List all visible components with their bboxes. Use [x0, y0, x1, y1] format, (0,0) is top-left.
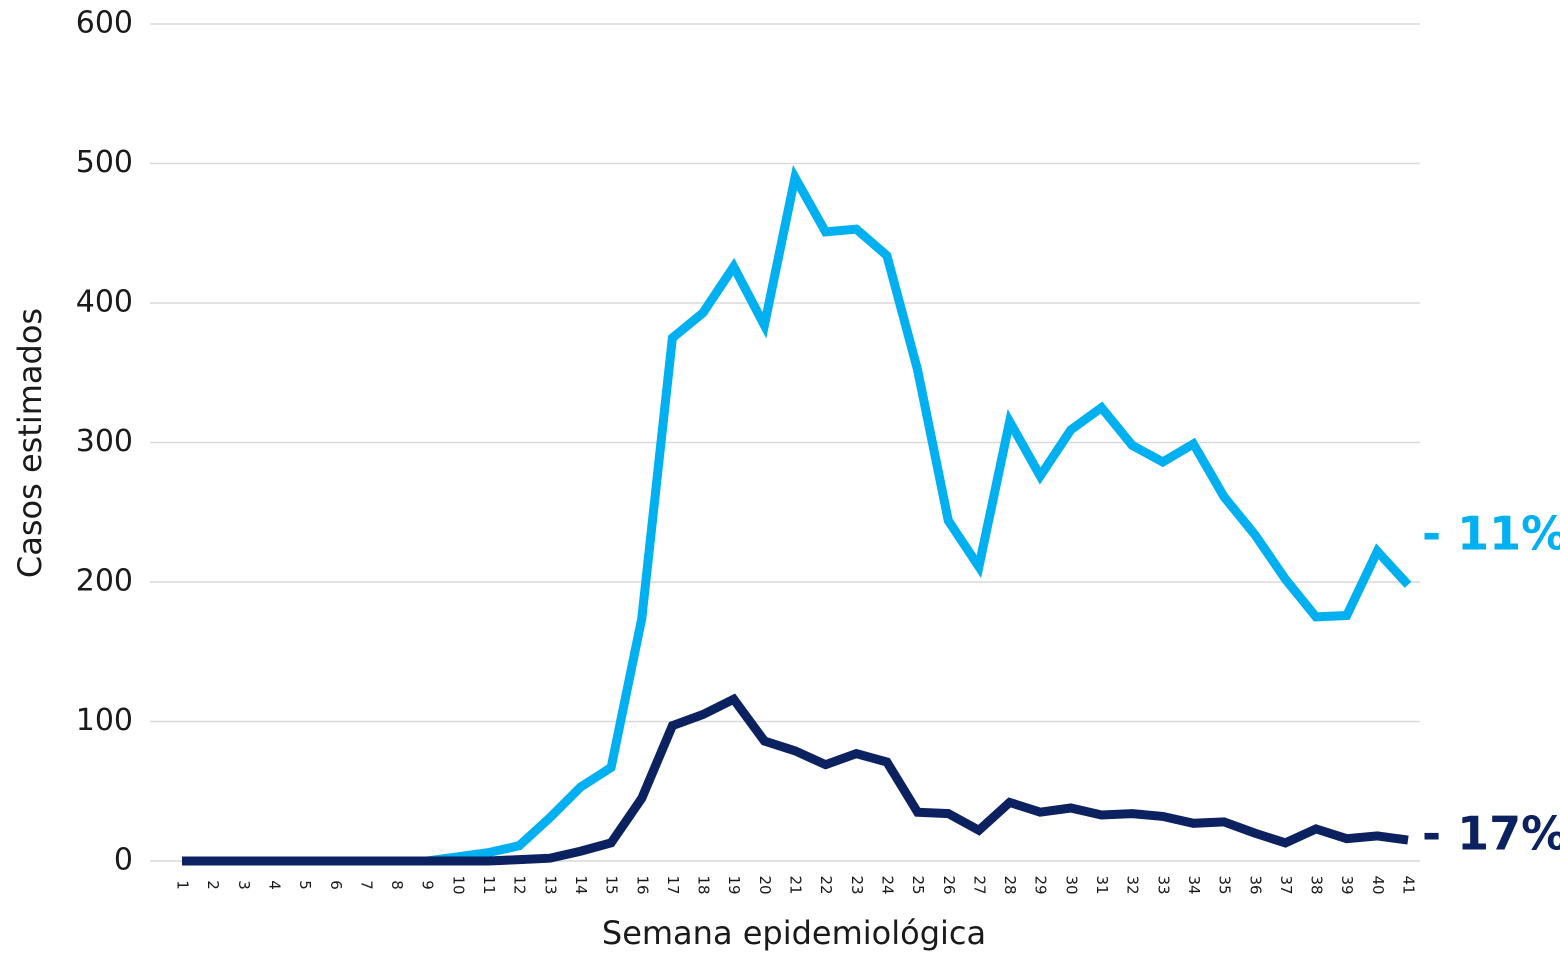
- x-tick-label: 36: [1246, 875, 1264, 894]
- x-tick-label: 34: [1185, 875, 1203, 894]
- x-tick-label: 4: [265, 880, 283, 890]
- series-line: [182, 164, 1412, 866]
- x-tick-label: 18: [695, 875, 713, 894]
- x-tick-label: 29: [1032, 875, 1050, 894]
- y-tick-label: 500: [76, 145, 133, 180]
- x-tick-label: 10: [449, 875, 467, 894]
- x-tick-label: 11: [480, 875, 498, 894]
- x-tick-label: 20: [756, 875, 774, 894]
- y-tick-label: 100: [76, 703, 133, 738]
- x-tick-label: 33: [1154, 875, 1172, 894]
- x-tick-label: 32: [1124, 875, 1142, 894]
- x-tick-label: 3: [235, 880, 253, 890]
- x-tick-label: 21: [787, 875, 805, 894]
- x-tick-label: 19: [725, 875, 743, 894]
- x-tick-label: 15: [603, 875, 621, 894]
- x-tick-label: 2: [204, 880, 222, 890]
- x-tick-label: 14: [572, 875, 590, 894]
- series-end-label: - 17%: [1422, 807, 1560, 861]
- x-tick-label: 28: [1001, 875, 1019, 894]
- x-tick-label: 41: [1400, 875, 1418, 894]
- x-tick-label: 13: [541, 875, 559, 894]
- x-tick-label: 30: [1062, 875, 1080, 894]
- x-tick-label: 5: [296, 880, 314, 890]
- x-tick-label: 6: [327, 880, 345, 890]
- y-tick-label: 600: [76, 6, 133, 41]
- x-tick-label: 16: [633, 875, 651, 894]
- y-tick-label: 0: [114, 843, 133, 878]
- y-tick-label: 300: [76, 424, 133, 459]
- x-tick-label: 8: [388, 880, 406, 890]
- x-tick-label: 37: [1277, 875, 1295, 894]
- x-tick-label: 26: [940, 875, 958, 894]
- x-axis-title: Semana epidemiológica: [602, 914, 986, 952]
- y-tick-label: 400: [76, 285, 133, 320]
- x-tick-label: 12: [511, 875, 529, 894]
- x-tick-label: 38: [1308, 875, 1326, 894]
- y-axis-title: Casos estimados: [11, 308, 49, 578]
- x-tick-label: 39: [1338, 875, 1356, 894]
- x-tick-label: 1: [174, 880, 192, 890]
- x-tick-label: 22: [817, 875, 835, 894]
- x-tick-label: 23: [848, 875, 866, 894]
- x-tick-label: 24: [878, 875, 896, 894]
- y-tick-label: 200: [76, 564, 133, 599]
- x-tick-label: 7: [357, 880, 375, 890]
- x-tick-label: 31: [1093, 875, 1111, 894]
- x-tick-label: 9: [419, 880, 437, 890]
- x-tick-label: 35: [1216, 875, 1234, 894]
- series-end-label: - 11%: [1422, 506, 1560, 560]
- series-line: [182, 693, 1409, 866]
- x-tick-label: 25: [909, 875, 927, 894]
- x-tick-label: 17: [664, 875, 682, 894]
- x-tick-label: 40: [1369, 875, 1387, 894]
- x-tick-label: 27: [970, 875, 988, 894]
